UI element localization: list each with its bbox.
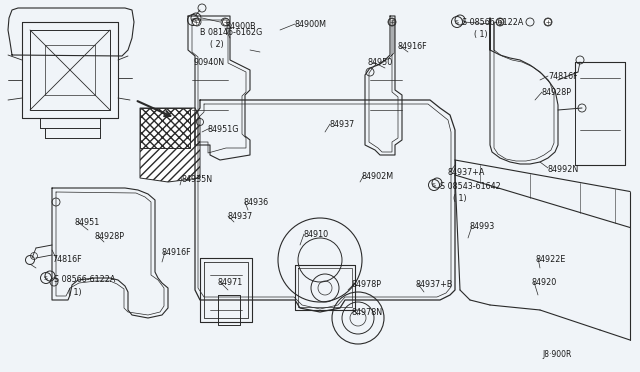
Text: 74816F: 74816F bbox=[52, 255, 82, 264]
Text: B: B bbox=[191, 17, 195, 22]
Text: S: S bbox=[455, 19, 459, 25]
Text: 84950: 84950 bbox=[368, 58, 393, 67]
Polygon shape bbox=[140, 108, 190, 148]
Text: 74816F: 74816F bbox=[548, 72, 578, 81]
Text: 90940N: 90940N bbox=[194, 58, 225, 67]
Circle shape bbox=[388, 19, 396, 26]
Text: 84978N: 84978N bbox=[352, 308, 383, 317]
Text: ( 1): ( 1) bbox=[68, 288, 82, 297]
Text: S 08566-6122A: S 08566-6122A bbox=[462, 18, 524, 27]
Text: 84993: 84993 bbox=[470, 222, 495, 231]
Circle shape bbox=[193, 19, 200, 26]
Text: S 08566-6122A: S 08566-6122A bbox=[54, 275, 115, 284]
Text: 84910: 84910 bbox=[304, 230, 329, 239]
Text: 84920: 84920 bbox=[532, 278, 557, 287]
Text: 84978P: 84978P bbox=[352, 280, 382, 289]
Circle shape bbox=[545, 19, 552, 26]
Text: 84951G: 84951G bbox=[207, 125, 239, 134]
Text: 84902M: 84902M bbox=[362, 172, 394, 181]
Text: 84951: 84951 bbox=[74, 218, 99, 227]
Text: 84936: 84936 bbox=[244, 198, 269, 207]
Text: 84900M: 84900M bbox=[295, 20, 327, 29]
Text: S: S bbox=[44, 276, 48, 280]
Text: ( 1): ( 1) bbox=[474, 30, 488, 39]
Text: 84937+B: 84937+B bbox=[416, 280, 453, 289]
Text: J8·900R: J8·900R bbox=[542, 350, 572, 359]
Text: 84922E: 84922E bbox=[536, 255, 566, 264]
Text: 84935N: 84935N bbox=[182, 175, 213, 184]
Text: ( 2): ( 2) bbox=[210, 40, 224, 49]
Text: S 08543-61642: S 08543-61642 bbox=[440, 182, 500, 191]
Text: 84900B: 84900B bbox=[225, 22, 255, 31]
Text: ( 1): ( 1) bbox=[453, 194, 467, 203]
Text: B 08146-6162G: B 08146-6162G bbox=[200, 28, 262, 37]
Circle shape bbox=[223, 19, 230, 26]
Text: 84928P: 84928P bbox=[542, 88, 572, 97]
Text: 84937+A: 84937+A bbox=[448, 168, 485, 177]
Text: 84916F: 84916F bbox=[398, 42, 428, 51]
Polygon shape bbox=[140, 108, 200, 182]
Text: 84916F: 84916F bbox=[162, 248, 191, 257]
Text: 84937: 84937 bbox=[228, 212, 253, 221]
Text: 84992N: 84992N bbox=[548, 165, 579, 174]
Text: 84971: 84971 bbox=[218, 278, 243, 287]
Text: 84937: 84937 bbox=[330, 120, 355, 129]
Text: S: S bbox=[432, 183, 436, 187]
Circle shape bbox=[497, 19, 504, 26]
Text: 84928P: 84928P bbox=[94, 232, 124, 241]
